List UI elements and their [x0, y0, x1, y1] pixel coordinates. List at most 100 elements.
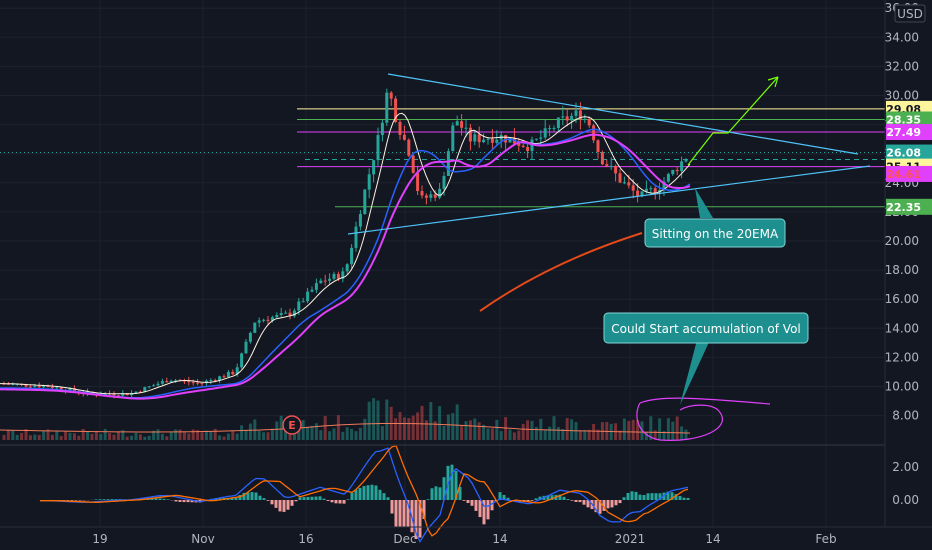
triangle-lower-line[interactable] [347, 165, 871, 235]
annotation-text-20ema: Sitting on the 20EMA [652, 227, 779, 241]
volume-bar [486, 428, 490, 440]
volume-bar [2, 434, 6, 440]
candle-body [169, 380, 173, 383]
volume-bar [398, 412, 402, 440]
macd-histogram-bar [162, 498, 166, 500]
currency-badge[interactable]: USD [897, 7, 923, 21]
candle-body [68, 388, 72, 392]
candle-body [565, 116, 569, 121]
volume-bar [64, 431, 68, 440]
volume-bar [134, 432, 138, 440]
drawings [347, 73, 871, 441]
candle-body [116, 395, 120, 397]
projection-arrow[interactable] [687, 76, 779, 166]
candle-body [134, 391, 138, 394]
candle-body [121, 393, 125, 396]
moving-averages [0, 112, 691, 400]
candle-body [477, 134, 481, 143]
price-label: 26.08 [886, 147, 921, 160]
price-label: 27.49 [886, 126, 921, 139]
macd-histogram-bar [634, 491, 638, 500]
macd-histogram-bar [106, 499, 110, 500]
macd-pane [38, 444, 690, 543]
earnings-marker[interactable]: E [282, 415, 302, 435]
candle-body [200, 383, 204, 385]
x-tick-label: Dec [393, 532, 416, 546]
macd-histogram-bar [366, 485, 370, 500]
candle-body [574, 110, 578, 116]
volume-bar [424, 420, 428, 440]
macd-histogram-bar [94, 499, 98, 500]
macd-histogram-bar [178, 500, 182, 502]
macd-histogram-bar [574, 500, 578, 502]
volume-bar [332, 428, 336, 440]
macd-histogram-bar [602, 500, 606, 511]
candle-body [627, 182, 631, 186]
volume-bar [561, 429, 565, 440]
macd-histogram-bar [562, 496, 566, 500]
volume-bar [90, 433, 94, 440]
volume-bar [534, 426, 538, 440]
volume-highlight-circle[interactable] [636, 397, 771, 441]
volume-bar [306, 426, 310, 440]
volume-bar [380, 426, 384, 440]
macd-histogram-bar [490, 500, 494, 511]
volume-bar [543, 429, 547, 440]
annotation-volume[interactable]: Could Start accumulation of Vol [603, 312, 809, 405]
triangle-upper-line[interactable] [387, 73, 859, 155]
macd-histogram-bar [434, 486, 438, 500]
volume-bar [402, 417, 406, 440]
volume-bar [33, 434, 37, 440]
y-tick-label: 10.00 [885, 380, 919, 394]
x-tick-label: Feb [815, 532, 836, 546]
volume-bar [81, 429, 85, 440]
macd-histogram-bar [666, 491, 670, 500]
candle-body [587, 118, 591, 126]
macd-histogram-bar [286, 500, 290, 510]
macd-histogram-bar [110, 499, 114, 500]
macd-histogram-bar [78, 500, 82, 501]
macd-histogram-bar [654, 493, 658, 500]
candle-body [534, 138, 538, 140]
macd-signal-line[interactable] [39, 444, 689, 537]
volume-bar [125, 436, 129, 440]
y-tick-label: 20.00 [885, 234, 919, 248]
candle-body [253, 322, 257, 333]
volume-bar [460, 425, 464, 440]
macd-tick-label: 0.00 [892, 493, 919, 507]
macd-histogram-bar [474, 500, 478, 511]
macd-histogram-bar [166, 499, 170, 500]
volume-bar [196, 430, 200, 440]
volume-bar [50, 434, 54, 440]
candle-body [292, 310, 296, 317]
volume-bar [152, 430, 156, 440]
volume-bar [77, 435, 81, 440]
macd-histogram-bar [190, 500, 194, 503]
candle-body [561, 116, 565, 118]
ma-50-line[interactable] [479, 232, 643, 312]
volume-bar [284, 429, 288, 440]
volume-bar [490, 428, 494, 440]
candle-body [191, 382, 195, 384]
time-axis[interactable]: 19 Nov 16 Dec 14 2021 14 Feb [92, 532, 836, 546]
price-label-bg [886, 124, 932, 141]
volume-bar [517, 430, 521, 440]
macd-line[interactable] [40, 447, 689, 543]
macd-histogram-bar [578, 500, 582, 503]
ema-short-line[interactable] [0, 112, 691, 395]
volume-bar [372, 398, 376, 440]
volume-bar [6, 429, 10, 440]
volume-bar [15, 434, 19, 440]
currency-badge-bg[interactable] [894, 4, 926, 23]
candle-body [257, 320, 261, 323]
candle-body [416, 172, 420, 192]
volume-bar [429, 402, 433, 440]
volume-bar [213, 428, 217, 440]
macd-histogram-bar [638, 494, 642, 500]
candle-body [174, 380, 178, 382]
macd-histogram-bar [550, 495, 554, 500]
earnings-marker-label: E [288, 419, 296, 432]
annotation-20ema[interactable]: Sitting on the 20EMA [644, 188, 786, 248]
ema-20-line[interactable] [0, 133, 691, 400]
